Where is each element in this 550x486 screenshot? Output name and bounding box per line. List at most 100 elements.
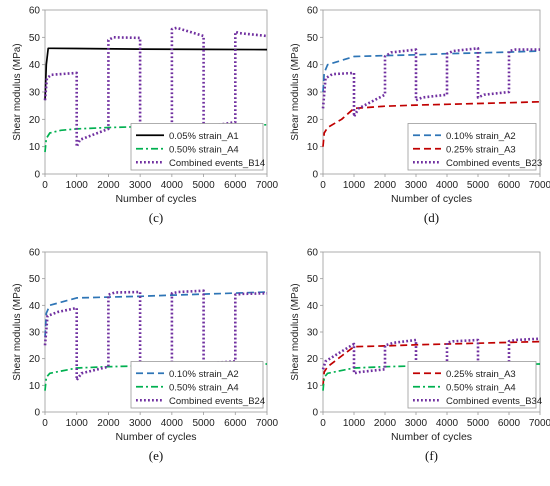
x-tick-label: 7000 bbox=[529, 180, 550, 191]
y-tick-label: 10 bbox=[307, 381, 319, 392]
x-tick-label: 7000 bbox=[256, 180, 279, 191]
y-tick-label: 0 bbox=[312, 408, 318, 419]
y-tick-label: 30 bbox=[307, 88, 319, 99]
y-tick-label: 30 bbox=[29, 88, 41, 99]
x-tick-label: 2000 bbox=[97, 418, 120, 429]
y-tick-label: 40 bbox=[307, 301, 319, 312]
x-axis-label: Number of cycles bbox=[115, 193, 196, 205]
x-tick-label: 2000 bbox=[374, 180, 397, 191]
y-tick-label: 0 bbox=[34, 408, 40, 419]
x-tick-label: 2000 bbox=[97, 180, 120, 191]
y-tick-label: 0 bbox=[312, 170, 318, 181]
chart-panel: 0 10 20 30 40 50 60 0 1000 2000 3000 4000 5000 6000 70… bbox=[12, 248, 279, 464]
legend-label: 0.25% strain_A3 bbox=[446, 144, 516, 155]
series-line-2 bbox=[44, 363, 268, 391]
x-tick-label: 4000 bbox=[436, 180, 459, 191]
x-tick-label: 7000 bbox=[256, 418, 279, 429]
y-tick-label: 20 bbox=[29, 115, 41, 126]
x-tick-label: 5000 bbox=[467, 180, 490, 191]
x-tick-label: 5000 bbox=[192, 418, 215, 429]
x-tick-label: 5000 bbox=[192, 180, 215, 191]
series-line-1 bbox=[44, 291, 268, 338]
x-tick-label: 3000 bbox=[129, 418, 152, 429]
y-tick-label: 30 bbox=[29, 328, 41, 339]
y-tick-label: 60 bbox=[29, 248, 41, 259]
legend-label: 0.10% strain_A2 bbox=[446, 131, 516, 142]
legend: 0.10% strain_A2 0.25% strain_A3 Combined e… bbox=[407, 123, 542, 171]
legend-label: Combined events_B34 bbox=[446, 396, 542, 407]
series-line-1 bbox=[44, 47, 268, 101]
legend-label: 0.50% strain_A4 bbox=[169, 144, 239, 155]
y-tick-label: 50 bbox=[307, 33, 319, 44]
chart-panel: 0 10 20 30 40 50 60 0 1000 2000 3000 4000 5000 6000 70… bbox=[290, 6, 550, 226]
series-line-3 bbox=[321, 46, 540, 118]
x-tick-label: 5000 bbox=[467, 418, 490, 429]
y-tick-label: 50 bbox=[29, 274, 41, 285]
chart-panel: 0 10 20 30 40 50 60 0 1000 2000 3000 4000 5000 6000 70… bbox=[12, 6, 279, 226]
y-tick-label: 60 bbox=[29, 6, 41, 17]
y-axis-label: Shear modulus (MPa) bbox=[290, 43, 301, 140]
x-tick-label: 1000 bbox=[343, 418, 366, 429]
x-tick-label: 2000 bbox=[374, 418, 397, 429]
panel-caption: (e) bbox=[149, 448, 163, 463]
legend-label: 0.25% strain_A3 bbox=[446, 369, 516, 380]
legend: 0.25% strain_A3 0.50% strain_A4 Combined e… bbox=[407, 361, 542, 409]
x-tick-label: 4000 bbox=[161, 418, 184, 429]
y-tick-label: 20 bbox=[307, 115, 319, 126]
x-axis-label: Number of cycles bbox=[391, 193, 472, 205]
y-tick-label: 10 bbox=[307, 142, 319, 153]
y-axis-label: Shear modulus (MPa) bbox=[12, 283, 23, 380]
x-axis-label: Number of cycles bbox=[391, 431, 472, 443]
x-tick-label: 6000 bbox=[498, 180, 521, 191]
x-axis-label: Number of cycles bbox=[115, 431, 196, 443]
y-tick-label: 60 bbox=[307, 248, 319, 259]
y-axis-label: Shear modulus (MPa) bbox=[290, 283, 301, 380]
y-tick-label: 50 bbox=[307, 274, 319, 285]
panel-caption: (f) bbox=[425, 448, 438, 463]
y-tick-label: 20 bbox=[307, 354, 319, 365]
legend-label: 0.50% strain_A4 bbox=[169, 382, 239, 393]
legend-label: Combined events_B14 bbox=[169, 158, 265, 169]
legend-label: Combined events_B23 bbox=[446, 158, 542, 169]
y-tick-label: 20 bbox=[29, 354, 41, 365]
x-tick-label: 0 bbox=[42, 418, 48, 429]
panel-caption: (d) bbox=[424, 210, 439, 225]
x-tick-label: 0 bbox=[320, 418, 326, 429]
x-tick-label: 1000 bbox=[343, 180, 366, 191]
legend: 0.10% strain_A2 0.50% strain_A4 Combined e… bbox=[130, 361, 265, 409]
legend-box bbox=[407, 123, 537, 171]
y-tick-label: 40 bbox=[307, 60, 319, 71]
x-tick-label: 4000 bbox=[436, 418, 459, 429]
y-tick-label: 40 bbox=[29, 60, 41, 71]
x-tick-label: 6000 bbox=[224, 180, 247, 191]
legend-label: Combined events_B24 bbox=[169, 396, 265, 407]
x-tick-label: 1000 bbox=[66, 180, 89, 191]
y-tick-label: 30 bbox=[307, 328, 319, 339]
x-tick-label: 6000 bbox=[224, 418, 247, 429]
y-tick-label: 10 bbox=[29, 381, 41, 392]
legend-label: 0.10% strain_A2 bbox=[169, 369, 239, 380]
chart-panel: 0 10 20 30 40 50 60 0 1000 2000 3000 4000 5000 6000 70… bbox=[290, 248, 550, 464]
panel-caption: (c) bbox=[149, 210, 163, 225]
x-tick-label: 4000 bbox=[161, 180, 184, 191]
y-tick-label: 0 bbox=[34, 170, 40, 181]
y-axis-label: Shear modulus (MPa) bbox=[12, 43, 23, 140]
series-line-1 bbox=[322, 50, 541, 93]
x-tick-label: 7000 bbox=[529, 418, 550, 429]
y-tick-label: 40 bbox=[29, 301, 41, 312]
x-tick-label: 3000 bbox=[405, 180, 428, 191]
x-tick-label: 0 bbox=[320, 180, 326, 191]
x-tick-label: 6000 bbox=[498, 418, 521, 429]
series-line-2 bbox=[322, 100, 541, 147]
y-tick-label: 50 bbox=[29, 33, 41, 44]
x-tick-label: 3000 bbox=[405, 418, 428, 429]
x-tick-label: 0 bbox=[42, 180, 48, 191]
legend: 0.05% strain_A1 0.50% strain_A4 Combined e… bbox=[130, 123, 265, 171]
legend-label: 0.05% strain_A1 bbox=[169, 131, 239, 142]
x-tick-label: 3000 bbox=[129, 180, 152, 191]
x-tick-label: 1000 bbox=[66, 418, 89, 429]
legend-label: 0.50% strain_A4 bbox=[446, 382, 516, 393]
y-tick-label: 60 bbox=[307, 6, 319, 17]
y-tick-label: 10 bbox=[29, 142, 41, 153]
